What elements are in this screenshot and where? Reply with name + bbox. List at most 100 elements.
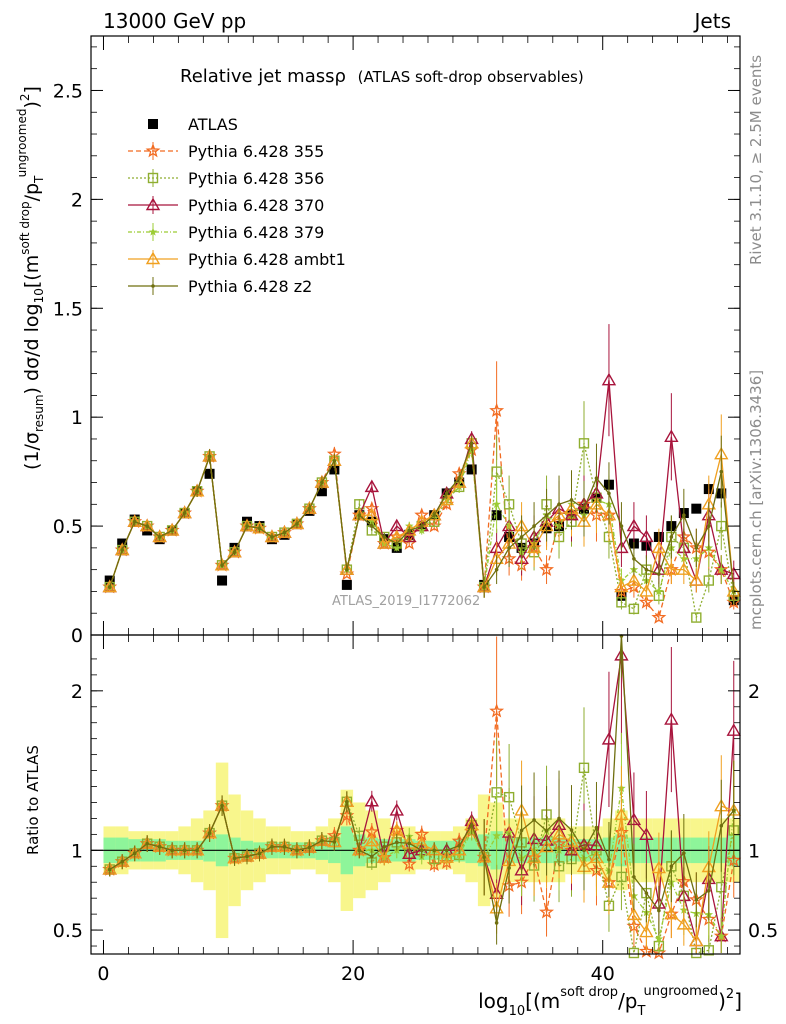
data-point [364, 507, 380, 521]
data-point [539, 561, 555, 577]
ratio-point [654, 934, 664, 943]
ratio-point [628, 947, 640, 959]
main-y-axis-label: (1/σresum) dσ/d log10[(msoft drop/pTungr… [15, 86, 46, 470]
ratio-point [232, 856, 237, 861]
plot-title-sub: (ATLAS soft-drop observables) [358, 68, 584, 86]
ratio-point [726, 723, 741, 736]
data-point [152, 529, 167, 543]
ratio-point [492, 831, 501, 840]
x-axis-label: log10[(msoft drop/pTungroomed)2] [478, 984, 742, 1019]
mcplots-label: mcplots.cern.ch [arXiv:1306.3436] [747, 370, 765, 630]
legend-entry: Pythia 6.428 ambt1 [128, 250, 346, 269]
series-line [109, 380, 734, 588]
data-point [614, 540, 629, 554]
data-point [519, 535, 524, 539]
rivet-version-label: Rivet 3.1.10, ≥ 2.5M events [747, 55, 765, 265]
ratio-point [639, 924, 654, 938]
ratio-point [145, 841, 149, 846]
ratio-panel-frame [90, 634, 741, 955]
legend-entry: ATLAS [148, 115, 238, 134]
data-point [207, 454, 212, 459]
legend-marker [147, 172, 159, 184]
ratio-point [157, 844, 162, 849]
data-point [532, 524, 536, 528]
data-point [282, 530, 287, 535]
ratio-point [282, 845, 287, 849]
ratio-point [519, 828, 524, 833]
ratio-y-tick-label-right: 0.5 [748, 920, 778, 942]
data-point [469, 441, 474, 446]
ratio-point [444, 848, 449, 853]
legend-entry: Pythia 6.428 z2 [128, 277, 312, 296]
ratio-point [432, 848, 437, 853]
atlas-point [204, 468, 215, 479]
data-point [601, 372, 617, 386]
ratio-series-line [109, 655, 735, 942]
data-point [392, 543, 402, 552]
ratio-point [703, 945, 714, 956]
legend: ATLAS Pythia 6.428 355 Pythia 6.428 356 Pyt… [128, 115, 346, 296]
ratio-point [676, 916, 692, 930]
data-point [616, 597, 627, 608]
ratio-point [370, 854, 374, 859]
data-point [619, 524, 624, 528]
ratio-point [245, 854, 249, 859]
data-point [526, 540, 542, 554]
data-point [582, 506, 586, 511]
y-tick-label: 2.5 [53, 80, 83, 102]
data-point [407, 528, 412, 533]
process-label: 13000 GeV pp [103, 9, 246, 33]
legend-label: Pythia 6.428 z2 [188, 277, 312, 296]
ratio-point [407, 841, 412, 846]
data-point [444, 491, 449, 496]
ratio-point [295, 848, 299, 853]
main-panel-series [102, 324, 742, 624]
data-point [706, 524, 711, 528]
y-tick-label: 1 [71, 407, 83, 429]
ratio-y-tick-label-right: 2 [748, 681, 760, 703]
data-point [494, 567, 499, 572]
ratio-point [706, 888, 711, 893]
ratio-point [482, 855, 486, 860]
data-point [594, 476, 599, 480]
legend-marker [145, 197, 161, 211]
ratio-point [639, 827, 654, 840]
ratio-series-3 [102, 636, 741, 953]
x-tick-label: 40 [591, 963, 615, 985]
ratio-point [664, 906, 679, 920]
data-point [214, 557, 230, 571]
ratio-point [382, 844, 387, 849]
series-6 [107, 435, 736, 602]
data-point [639, 584, 654, 597]
data-point [320, 480, 324, 485]
data-point [628, 603, 640, 615]
data-point [544, 513, 549, 517]
data-point [651, 609, 667, 624]
data-point [145, 524, 149, 528]
atlas-point [691, 503, 702, 514]
ratio-point [717, 931, 726, 940]
ratio-y-tick-label: 1 [71, 840, 83, 862]
category-label: Jets [693, 9, 731, 33]
data-point [578, 438, 590, 449]
ratio-point [220, 803, 224, 808]
atlas-point [466, 464, 477, 475]
analysis-watermark: ATLAS_2019_I1772062 [332, 594, 480, 609]
data-point [245, 524, 249, 528]
ratio-point [657, 908, 661, 913]
data-point [717, 565, 726, 574]
legend-entry: Pythia 6.428 356 [128, 169, 324, 188]
ratio-series-6 [107, 634, 736, 945]
ratio-point [694, 898, 699, 902]
ratio-point [601, 731, 617, 745]
data-point [220, 563, 224, 568]
ratio-point [257, 851, 262, 856]
data-point [289, 516, 305, 530]
ratio-point [578, 762, 590, 774]
ratio-point [195, 848, 199, 853]
data-point [257, 526, 262, 531]
data-point [731, 589, 736, 594]
ratio-point [719, 823, 724, 828]
data-point [457, 476, 461, 480]
